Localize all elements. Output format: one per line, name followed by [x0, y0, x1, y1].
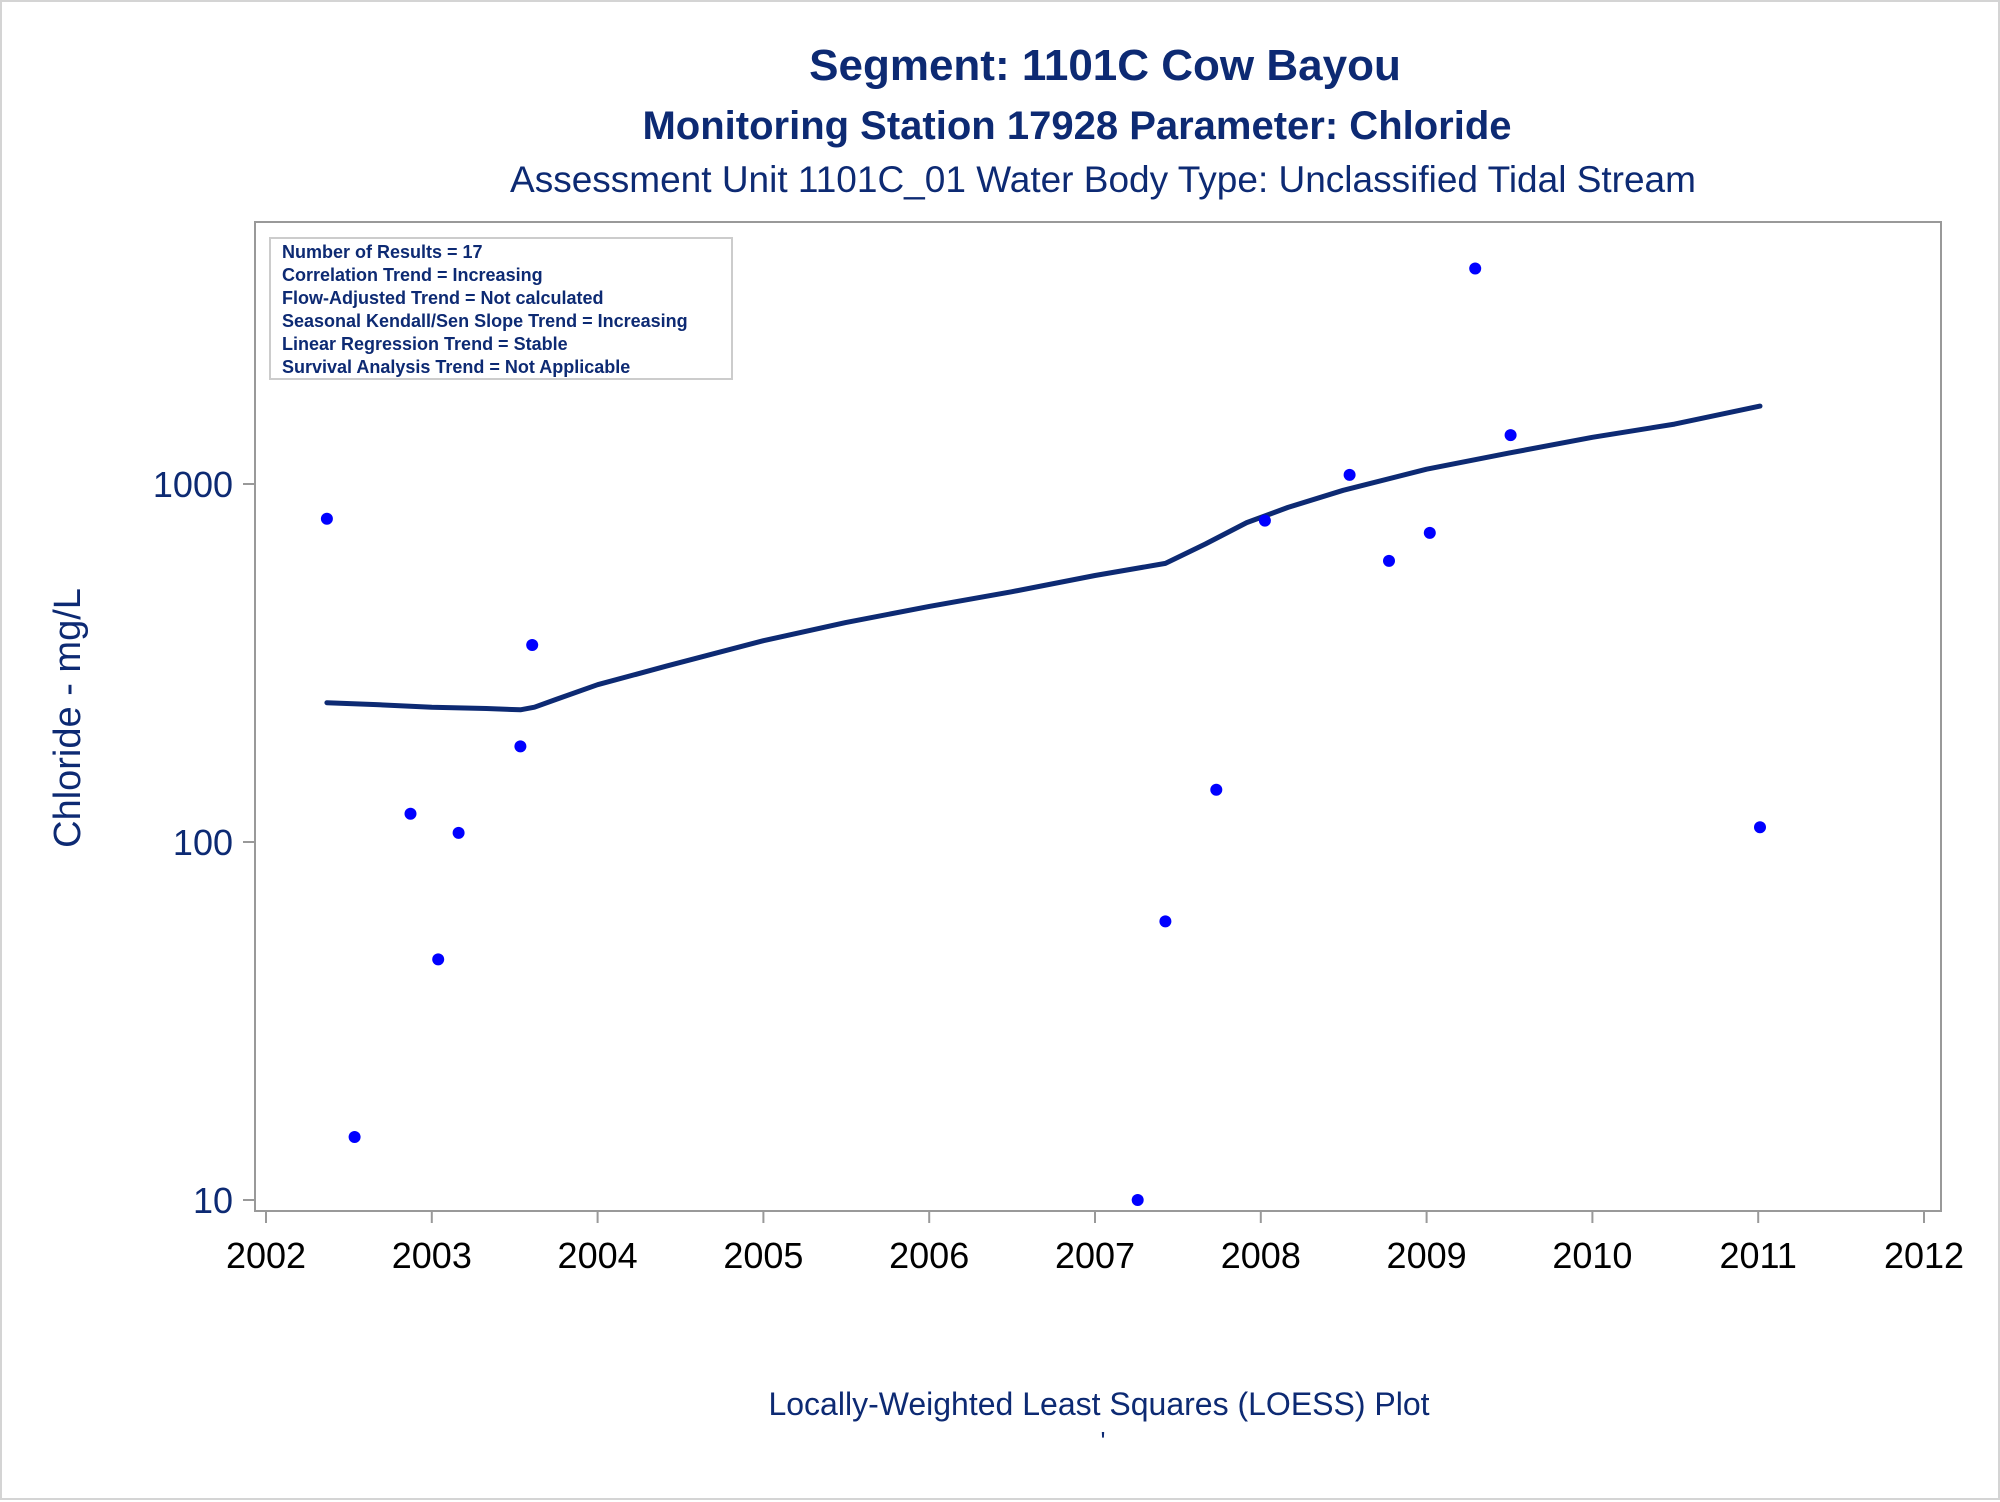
data-point [1469, 262, 1482, 275]
x-tick-label: 2003 [392, 1235, 472, 1276]
x-tick-label: 2011 [1719, 1235, 1796, 1276]
x-tick-label: 2005 [723, 1235, 803, 1276]
chart-title: Segment: 1101C Cow Bayou [809, 41, 1401, 90]
x-tick-label: 2004 [558, 1235, 638, 1276]
data-point [452, 826, 465, 839]
data-point [320, 512, 333, 525]
stats-line-4: Seasonal Kendall/Sen Slope Trend = Incre… [282, 311, 688, 331]
plot-area [254, 221, 1942, 1212]
data-point [1423, 526, 1436, 539]
stats-line-3: Flow-Adjusted Trend = Not calculated [282, 288, 604, 308]
stats-box-border [269, 237, 733, 380]
loess-line [324, 403, 1763, 713]
x-tick-label: 2010 [1552, 1235, 1632, 1276]
data-point [432, 953, 445, 966]
chart-subtitle: Monitoring Station 17928 Parameter: Chlo… [642, 104, 1511, 148]
x-axis: 2002 2003 2004 2005 2006 2007 2008 2009 2010 2011… [226, 1211, 1964, 1276]
data-point [526, 639, 539, 651]
data-point [1131, 1194, 1144, 1206]
data-point [1504, 429, 1517, 442]
data-point [514, 740, 527, 753]
chart-footnote-mark: ' [1101, 1426, 1106, 1456]
y-axis-label: Chloride - mg/L [47, 588, 89, 848]
stats-box: Number of Results = 17 Correlation Trend… [269, 237, 733, 380]
data-point [1258, 514, 1271, 527]
x-tick-label: 2012 [1884, 1235, 1964, 1276]
stats-line-1: Number of Results = 17 [282, 242, 483, 262]
y-axis: 10 100 1000 [153, 464, 255, 1221]
data-point [404, 807, 417, 820]
y-tick-label: 100 [173, 822, 233, 863]
y-tick-label: 10 [193, 1180, 233, 1221]
x-tick-label: 2002 [226, 1235, 306, 1276]
x-tick-label: 2007 [1055, 1235, 1135, 1276]
stats-line-6: Survival Analysis Trend = Not Applicable [282, 357, 630, 377]
data-point [1210, 783, 1223, 796]
x-tick-label: 2009 [1387, 1235, 1467, 1276]
data-point [1754, 821, 1766, 834]
stats-line-5: Linear Regression Trend = Stable [282, 334, 568, 354]
data-point [1159, 915, 1172, 928]
chart-footnote: Locally-Weighted Least Squares (LOESS) P… [768, 1386, 1429, 1422]
x-tick-label: 2008 [1221, 1235, 1301, 1276]
data-point [1383, 554, 1395, 567]
x-tick-label: 2006 [889, 1235, 969, 1276]
chart-subtitle-2: Assessment Unit 1101C_01 Water Body Type… [510, 159, 1696, 200]
stats-line-2: Correlation Trend = Increasing [282, 265, 543, 285]
series-layer [320, 262, 1766, 1206]
data-point [1343, 468, 1356, 481]
y-tick-label: 1000 [153, 464, 233, 505]
data-point [348, 1131, 361, 1143]
